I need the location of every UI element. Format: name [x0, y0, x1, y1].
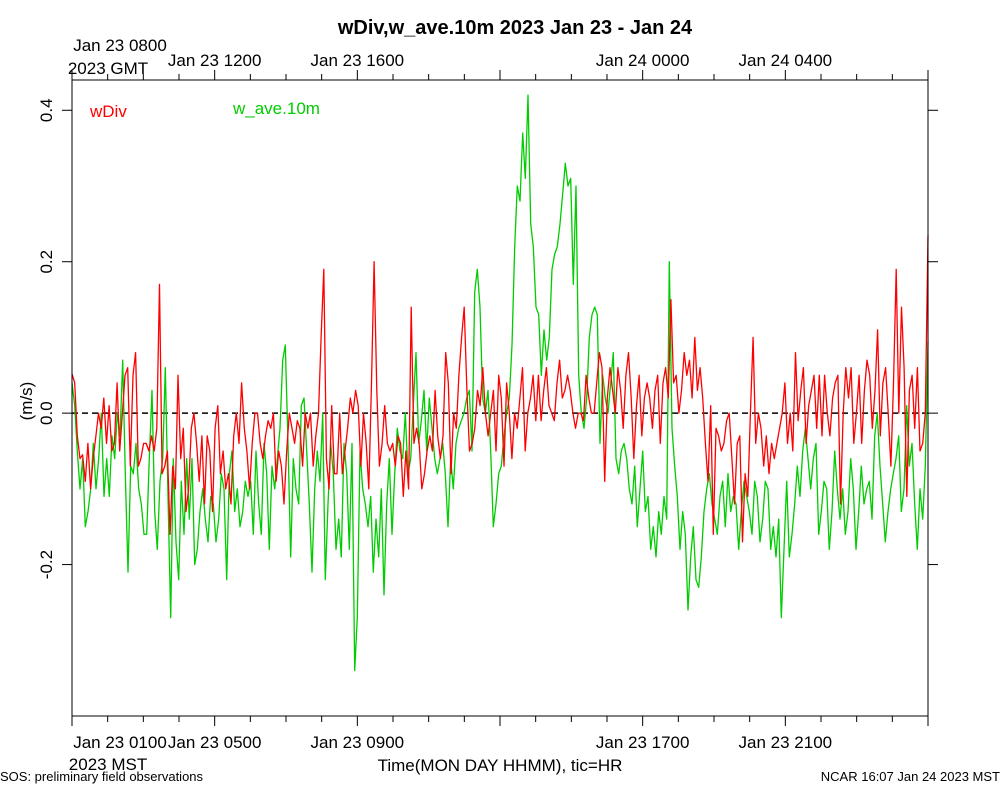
y-tick-label: 0.2 [37, 250, 56, 274]
bottom-tick-labels: Jan 23 0500 Jan 23 0900 Jan 23 1700 Jan 23 … [168, 733, 832, 752]
top-axis-corner-label-line1: Jan 23 0800 [73, 36, 167, 55]
bottom-tick-label: Jan 23 2100 [739, 733, 833, 752]
legend-label-wdiv: wDiv [89, 102, 127, 121]
series-line-w-ave-10m [71, 94, 929, 672]
series-group [71, 94, 929, 672]
axis-ticks [62, 70, 938, 726]
y-tick-label: 0.4 [37, 98, 56, 122]
top-tick-label: Jan 23 1200 [168, 51, 262, 70]
y-tick-label: 0.0 [37, 401, 56, 425]
series-line-wdiv [71, 235, 929, 543]
y-axis-label: (m/s) [17, 382, 36, 421]
footer-left: SOS: preliminary field observations [0, 769, 204, 784]
y-tick-labels: -0.2 0.0 0.2 0.4 [37, 98, 56, 579]
top-axis-corner-label-line2: 2023 GMT [68, 59, 148, 78]
top-tick-label: Jan 23 1600 [311, 51, 405, 70]
footer-right: NCAR 16:07 Jan 24 2023 MST [821, 769, 1000, 784]
bottom-axis-corner-label-line2: 2023 MST [69, 755, 147, 774]
top-tick-label: Jan 24 0000 [596, 51, 690, 70]
legend-label-w-ave-10m: w_ave.10m [232, 99, 320, 118]
y-tick-label: -0.2 [37, 550, 56, 579]
bottom-tick-label: Jan 23 0900 [311, 733, 405, 752]
bottom-tick-label: Jan 23 1700 [596, 733, 690, 752]
x-axis-label: Time(MON DAY HHMM), tic=HR [378, 756, 623, 775]
bottom-axis-corner-label-line1: Jan 23 0100 [73, 733, 167, 752]
bottom-tick-label: Jan 23 0500 [168, 733, 262, 752]
top-tick-label: Jan 24 0400 [739, 51, 833, 70]
plot-frame [71, 79, 929, 717]
top-tick-labels: Jan 23 1200 Jan 23 1600 Jan 24 0000 Jan 24 … [168, 51, 832, 70]
chart-title: wDiv,w_ave.10m 2023 Jan 23 - Jan 24 [337, 17, 693, 39]
